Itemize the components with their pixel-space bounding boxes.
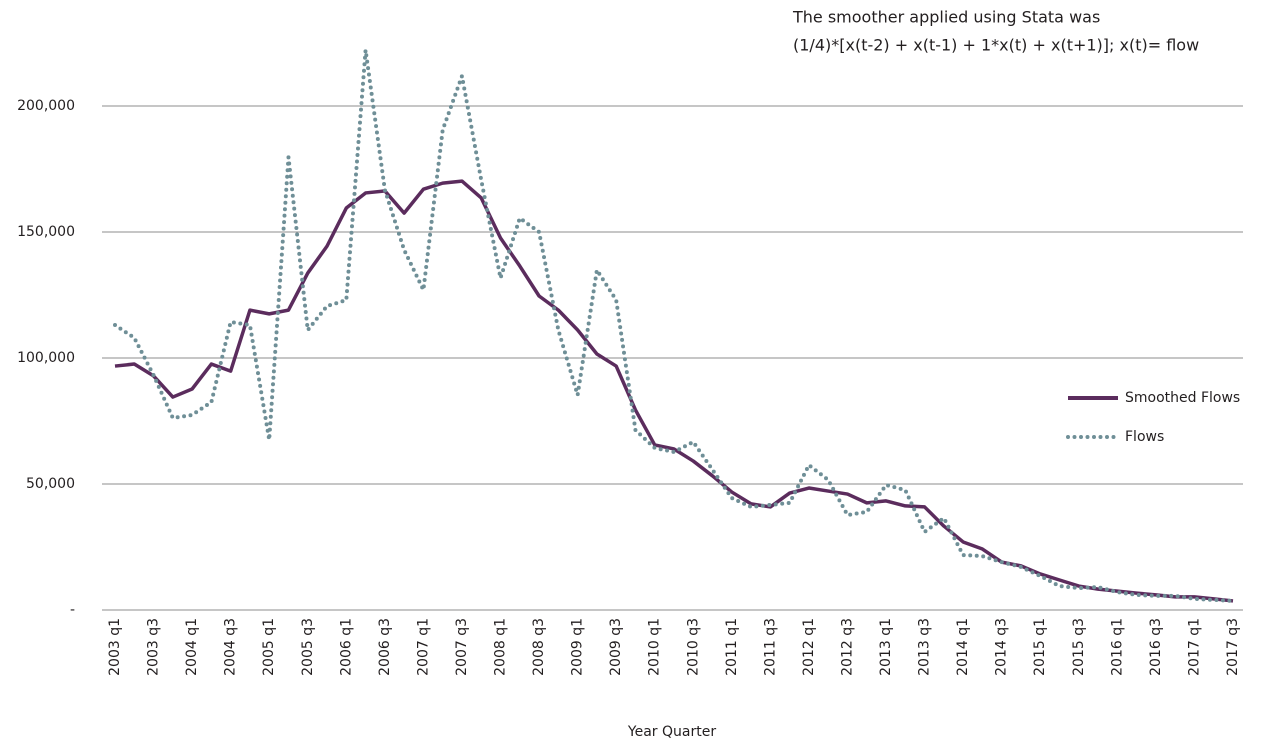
x-tick-label: 2012 q3	[839, 618, 855, 676]
x-tick-label: 2011 q3	[762, 618, 778, 676]
legend-label: Smoothed Flows	[1125, 390, 1240, 406]
x-tick-label: 2005 q1	[261, 618, 277, 676]
x-tick-label: 2015 q1	[1032, 618, 1048, 676]
x-tick-label: 2014 q3	[994, 618, 1010, 676]
x-tick-label: 2012 q1	[801, 618, 817, 676]
x-tick-label: 2007 q1	[415, 618, 431, 676]
x-tick-label: 2011 q1	[724, 618, 740, 676]
x-tick-label: 2006 q1	[338, 618, 354, 676]
x-tick-label: 2009 q3	[608, 618, 624, 676]
x-tick-label: 2016 q3	[1148, 618, 1164, 676]
x-tick-label: 2013 q1	[878, 618, 894, 676]
x-tick-label: 2008 q1	[493, 618, 509, 676]
x-tick-label: 2014 q1	[955, 618, 971, 676]
series-line	[113, 48, 1235, 603]
annotation: The smoother applied using Stata was	[792, 8, 1100, 27]
y-tick-label: 150,000	[17, 224, 75, 240]
x-tick-label: 2003 q3	[146, 618, 162, 676]
x-tick-label: 2013 q3	[917, 618, 933, 676]
x-tick-label: 2016 q1	[1109, 618, 1125, 676]
x-tick-label: 2004 q3	[223, 618, 239, 676]
series-line	[114, 179, 1234, 603]
annotation: (1/4)*[x(t-2) + x(t-1) + 1*x(t) + x(t+1)…	[793, 36, 1199, 55]
x-tick-label: 2006 q3	[377, 618, 393, 676]
x-tick-label: 2008 q3	[531, 618, 547, 676]
x-tick-label: 2017 q3	[1225, 618, 1241, 676]
y-tick-label: 50,000	[26, 476, 75, 492]
legend-label: Flows	[1125, 429, 1164, 445]
y-tick-label: 200,000	[17, 98, 75, 114]
y-tick-label: -	[70, 602, 75, 618]
x-tick-label: 2010 q3	[685, 618, 701, 676]
x-tick-label: 2009 q1	[570, 618, 586, 676]
x-tick-label: 2005 q3	[300, 618, 316, 676]
y-tick-label: 100,000	[17, 350, 75, 366]
x-tick-label: 2017 q1	[1186, 618, 1202, 676]
x-tick-label: 2004 q1	[184, 618, 200, 676]
x-tick-label: 2010 q1	[647, 618, 663, 676]
x-tick-label: 2007 q3	[454, 618, 470, 676]
x-axis-title: Year Quarter	[627, 724, 716, 740]
x-tick-label: 2003 q1	[107, 618, 123, 676]
x-tick-label: 2015 q3	[1071, 618, 1087, 676]
